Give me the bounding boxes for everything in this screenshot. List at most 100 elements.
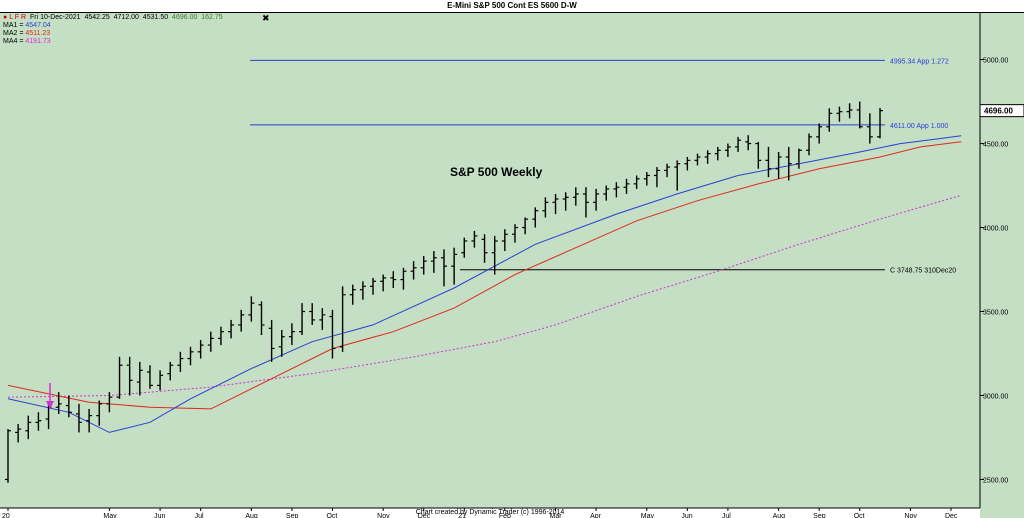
x-tick-label: Sep: [286, 513, 299, 518]
price-bar: [65, 395, 72, 418]
bar-date: Fri 10-Dec-2021: [29, 14, 81, 21]
level-label: 4611.00 App 1.000: [890, 123, 948, 130]
price-bar: [816, 123, 823, 144]
price-bar: [146, 365, 153, 389]
price-bar: [177, 351, 184, 372]
price-bar: [785, 146, 792, 181]
price-bar: [5, 429, 11, 483]
info-row: ● L F R Fri 10-Dec-2021 4542.25 4712.00 …: [3, 14, 223, 21]
price-bar: [55, 392, 62, 414]
price-bar: [653, 167, 660, 188]
close-icon[interactable]: ●: [3, 14, 8, 21]
x-tick-label: Jul: [722, 513, 731, 518]
price-bar: [248, 296, 255, 322]
toolbar-letter-l[interactable]: L: [9, 14, 13, 21]
price-bar: [501, 229, 508, 252]
price-bar: [258, 301, 265, 336]
price-bar: [228, 319, 235, 339]
close-window-icon[interactable]: ✖: [262, 13, 270, 23]
bar-low: 4531.50: [142, 14, 169, 21]
x-tick-label: Oct: [326, 513, 337, 518]
price-bar: [167, 361, 174, 381]
price-bar: [461, 237, 468, 258]
price-bar: [826, 108, 833, 132]
pink-arrow-marker: [46, 383, 54, 409]
price-bar: [623, 178, 630, 194]
price-bar: [15, 424, 22, 443]
price-bar: [126, 356, 133, 396]
price-bar: [451, 247, 458, 285]
price-bar: [309, 303, 316, 325]
x-tick-label: May: [103, 513, 117, 518]
price-bar: [694, 153, 701, 166]
price-bar: [593, 188, 600, 211]
x-tick-label: Dec: [945, 513, 958, 518]
price-bar: [207, 331, 214, 352]
level-label: 4995.34 App 1.272: [890, 58, 949, 65]
ma4-line: [7, 194, 962, 398]
price-bar: [511, 224, 518, 243]
bar-high: 4712.00: [113, 14, 139, 21]
current-price-label: 4696.00: [984, 107, 1013, 116]
price-bar: [572, 187, 579, 206]
y-tick-label: 3500.00: [983, 310, 1008, 317]
price-bar: [268, 319, 275, 362]
price-bar: [491, 235, 498, 275]
price-bar: [96, 400, 103, 426]
y-tick-label: 4000.00: [983, 226, 1008, 233]
price-bar: [765, 146, 772, 178]
price-bar: [278, 329, 285, 357]
price-bar: [106, 392, 113, 413]
x-tick-label: Feb: [499, 513, 511, 518]
price-bar: [714, 146, 721, 161]
price-bar: [724, 143, 731, 157]
price-bar: [370, 277, 377, 295]
price-bar: [684, 156, 691, 171]
price-bar: [410, 261, 417, 280]
price-bar: [35, 412, 42, 431]
current-price-marker: 4696.00: [979, 104, 1024, 118]
price-bar: [75, 403, 82, 433]
price-bar: [582, 187, 589, 218]
chart-canvas[interactable]: 4995.34 App 1.272 4611.00 App 1.000 C 3748…: [0, 13, 1024, 518]
price-bar: [806, 133, 813, 156]
info-panel: ● L F R Fri 10-Dec-2021 4542.25 4712.00 …: [3, 14, 223, 46]
price-bar: [633, 175, 640, 189]
price-bar: [441, 249, 447, 287]
price-bar: [339, 286, 346, 352]
price-bar: [664, 163, 671, 178]
bar-change: 162.75: [201, 14, 223, 21]
price-bar: [735, 136, 742, 152]
y-axis-ticks: 2500.00 3000.00 3500.00 4000.00 4500.00 5000.…: [980, 58, 1008, 484]
y-axis-background: [980, 13, 1024, 518]
y-tick-label: 4500.00: [983, 142, 1008, 149]
x-tick-label: Dec: [418, 513, 431, 518]
price-bar: [795, 148, 802, 169]
y-tick-label: 5000.00: [983, 58, 1008, 65]
x-axis-ticks: 20 May Jun Jul Aug Sep Oct Nov Dec 21 Feb Mar Apr May…: [2, 508, 958, 518]
chart-footer: Chart created by Dynamic Trader (c) 1996…: [415, 509, 565, 516]
price-bar: [877, 107, 883, 139]
x-tick-label: Jun: [154, 513, 165, 518]
x-tick-label: Sep: [813, 513, 826, 518]
price-bar: [542, 197, 549, 218]
bar-open: 4542.25: [84, 14, 110, 21]
ma2-line: [7, 141, 962, 410]
price-bar: [846, 103, 853, 119]
price-bar: [836, 106, 843, 122]
price-bar: [856, 101, 863, 129]
bar-close: 4696.00: [172, 14, 198, 21]
toolbar-letter-f[interactable]: F: [14, 14, 20, 21]
price-bar: [390, 271, 397, 288]
price-bar: [329, 309, 336, 359]
ma1-row: MA1 = 4547.04: [3, 22, 51, 29]
price-bar: [704, 150, 711, 164]
price-bar: [187, 346, 194, 366]
ma4-row: MA4 = 4191.73: [3, 38, 51, 45]
price-bar: [522, 217, 529, 235]
level-lines: 4995.34 App 1.272 4611.00 App 1.000 C 3748…: [250, 58, 956, 275]
price-bar: [745, 135, 752, 151]
price-bar: [420, 256, 427, 275]
toolbar-letter-r[interactable]: R: [21, 14, 27, 21]
